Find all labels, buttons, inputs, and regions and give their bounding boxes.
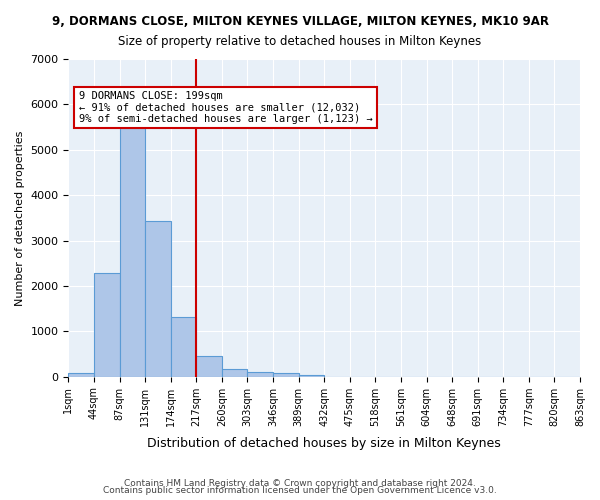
- Bar: [196, 356, 222, 376]
- Bar: [68, 373, 94, 376]
- Bar: [273, 374, 299, 376]
- Text: Size of property relative to detached houses in Milton Keynes: Size of property relative to detached ho…: [118, 35, 482, 48]
- Bar: [247, 372, 273, 376]
- Text: 9 DORMANS CLOSE: 199sqm
← 91% of detached houses are smaller (12,032)
9% of semi: 9 DORMANS CLOSE: 199sqm ← 91% of detache…: [79, 91, 373, 124]
- Bar: [145, 220, 171, 376]
- X-axis label: Distribution of detached houses by size in Milton Keynes: Distribution of detached houses by size …: [148, 437, 501, 450]
- Y-axis label: Number of detached properties: Number of detached properties: [15, 130, 25, 306]
- Bar: [171, 317, 196, 376]
- Text: Contains public sector information licensed under the Open Government Licence v3: Contains public sector information licen…: [103, 486, 497, 495]
- Text: Contains HM Land Registry data © Crown copyright and database right 2024.: Contains HM Land Registry data © Crown c…: [124, 478, 476, 488]
- Bar: [299, 375, 324, 376]
- Bar: [94, 273, 119, 376]
- Bar: [222, 370, 247, 376]
- Bar: [119, 128, 145, 376]
- Text: 9, DORMANS CLOSE, MILTON KEYNES VILLAGE, MILTON KEYNES, MK10 9AR: 9, DORMANS CLOSE, MILTON KEYNES VILLAGE,…: [52, 15, 548, 28]
